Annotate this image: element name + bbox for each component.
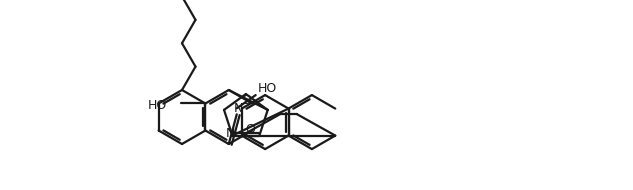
Text: O: O (245, 123, 255, 136)
Text: N: N (226, 127, 235, 140)
Text: N: N (234, 102, 244, 115)
Text: S: S (242, 93, 250, 107)
Text: HO: HO (258, 82, 277, 95)
Text: HO: HO (148, 99, 167, 112)
